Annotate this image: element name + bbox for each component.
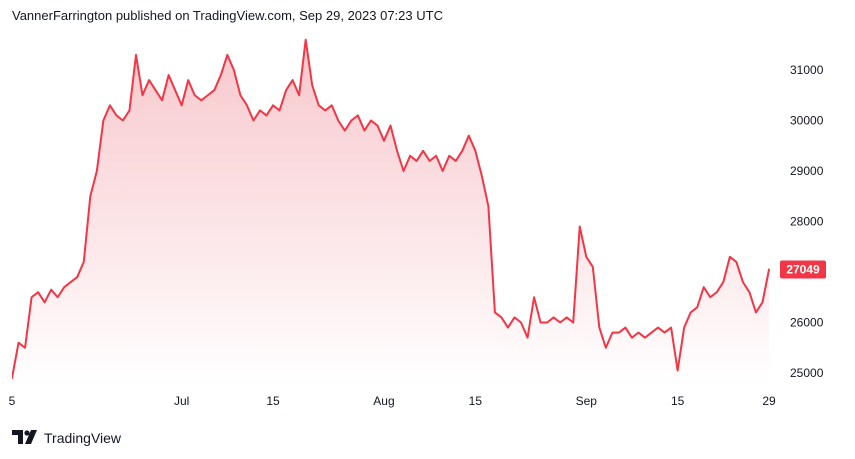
tradingview-logo-icon (12, 429, 38, 447)
plot-area (12, 38, 770, 386)
y-tick-label: 29000 (790, 164, 824, 178)
last-price-label: 27049 (786, 263, 820, 277)
publish-caption: VannerFarrington published on TradingVie… (12, 8, 443, 23)
y-tick-label: 25000 (790, 366, 824, 380)
y-tick-label: 26000 (790, 316, 824, 330)
tradingview-branding: TradingView (12, 428, 121, 448)
x-tick-label: 5 (9, 394, 16, 408)
x-tick-label: 15 (266, 394, 280, 408)
x-tick-label: 15 (469, 394, 483, 408)
x-tick-label: 29 (762, 394, 776, 408)
y-axis: 25000260002700028000290003000031000 (790, 63, 824, 380)
x-tick-label: Aug (373, 394, 394, 408)
brand-name: TradingView (44, 430, 122, 446)
x-axis: 5 Jul 15 Aug 15 Sep 15 29 (9, 394, 776, 408)
x-tick-label: Jul (174, 394, 189, 408)
y-tick-label: 31000 (790, 63, 824, 77)
x-tick-label: 15 (671, 394, 685, 408)
y-tick-label: 30000 (790, 114, 824, 128)
price-area-fill (12, 39, 769, 386)
last-price-marker: 27049 (780, 260, 826, 279)
y-tick-label: 28000 (790, 215, 824, 229)
last-price-badge (780, 260, 826, 279)
price-line (12, 38, 770, 380)
x-tick-label: Sep (576, 394, 598, 408)
